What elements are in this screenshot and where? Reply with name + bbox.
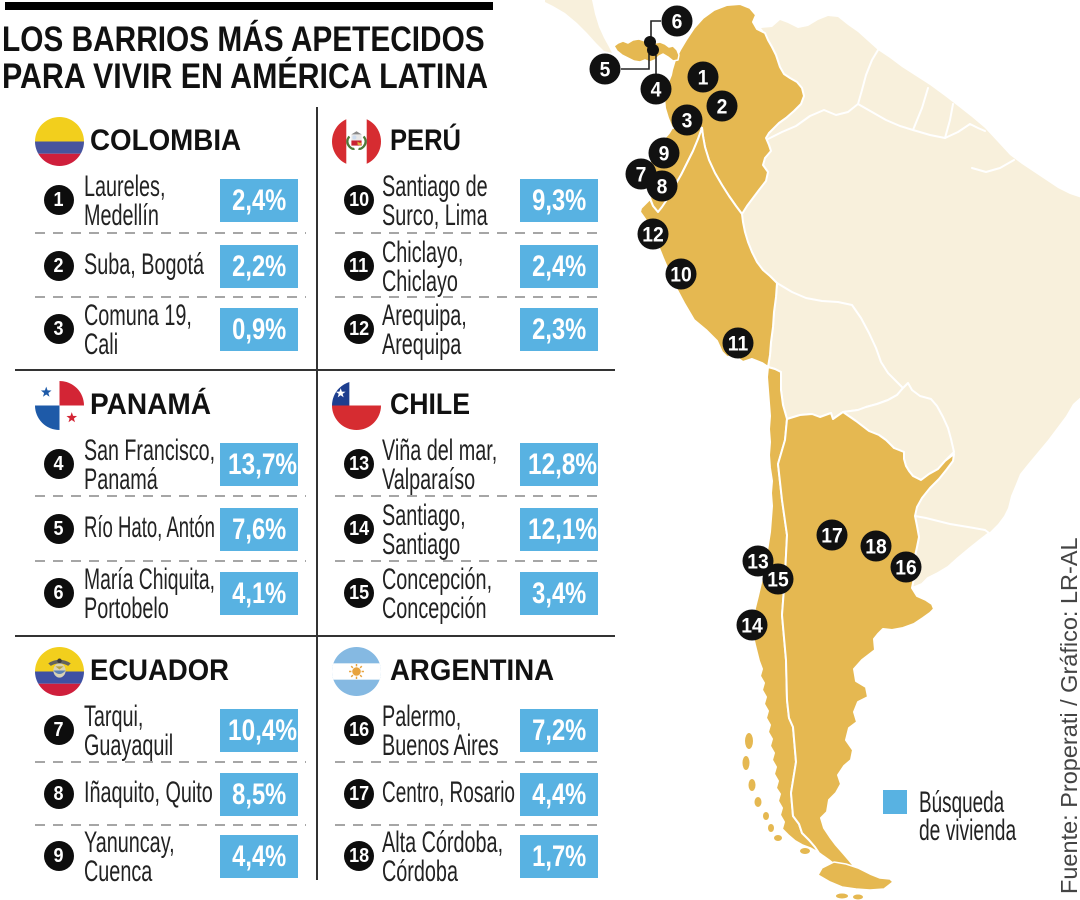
svg-text:17: 17 — [821, 525, 842, 548]
svg-text:6: 6 — [672, 11, 683, 34]
svg-text:12: 12 — [642, 224, 663, 247]
svg-text:14: 14 — [741, 615, 763, 638]
svg-text:16: 16 — [895, 557, 916, 580]
svg-text:10: 10 — [670, 264, 691, 287]
svg-text:7: 7 — [636, 164, 647, 187]
svg-text:9: 9 — [659, 143, 670, 166]
svg-text:2: 2 — [717, 96, 728, 119]
svg-text:5: 5 — [600, 59, 611, 82]
svg-text:1: 1 — [698, 67, 709, 90]
svg-text:8: 8 — [657, 176, 668, 199]
svg-text:15: 15 — [767, 569, 788, 592]
svg-text:4: 4 — [651, 79, 662, 102]
svg-text:18: 18 — [865, 536, 886, 559]
svg-text:3: 3 — [682, 110, 693, 133]
svg-text:11: 11 — [728, 333, 748, 356]
svg-text:13: 13 — [747, 551, 768, 574]
